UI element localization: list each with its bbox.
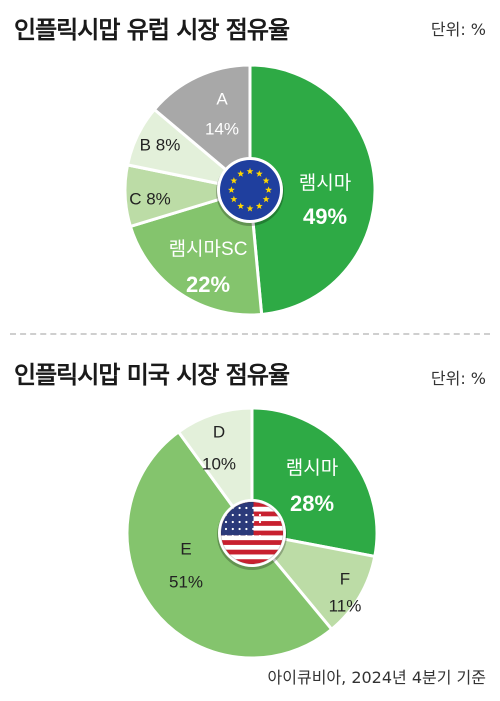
us-slice-1: [248, 530, 377, 632]
europe-chart-title: 인플릭시맙 유럽 시장 점유율: [14, 16, 290, 44]
eu-label-0: 램시마: [299, 172, 351, 194]
eu-label-2: C 8%: [129, 189, 171, 208]
eu-value-1: 22%: [186, 272, 230, 297]
europe-unit-label: 단위: %: [430, 20, 486, 39]
eu-label-3: B 8%: [140, 135, 181, 154]
europe-pie-chart: 램시마 49% 램시마SC 22% C 8% B 8% A 14%: [123, 63, 377, 317]
eu-slice-1: [128, 188, 264, 317]
us-slice-3: [176, 406, 254, 538]
eu-label-4: A: [216, 89, 228, 108]
eu-slice-0: [248, 63, 377, 317]
us-value-3: 10%: [202, 454, 236, 473]
eu-flag-icon: [216, 157, 284, 226]
us-slice-0: [250, 406, 379, 559]
eu-value-0: 49%: [303, 204, 347, 229]
us-label-0: 램시마: [286, 457, 338, 479]
us-value-2: 51%: [169, 572, 203, 591]
eu-slice-4: [152, 63, 252, 194]
eu-label-1: 램시마SC: [169, 238, 248, 260]
usa-chart-title: 인플릭시맙 미국 시장 점유율: [14, 361, 290, 389]
us-value-1: 11%: [329, 596, 362, 615]
eu-value-4: 14%: [205, 119, 239, 138]
usa-pie-chart: 램시마 28% F 11% E 51% D 10%: [125, 406, 379, 660]
us-flag-icon: [217, 499, 287, 570]
us-label-2: E: [180, 539, 191, 558]
section-divider: [10, 333, 490, 335]
us-label-1: F: [340, 569, 350, 588]
us-label-3: D: [213, 422, 225, 441]
source-note: 아이큐비아, 2024년 4분기 기준: [267, 668, 486, 687]
us-value-0: 28%: [290, 491, 334, 516]
usa-unit-label: 단위: %: [430, 369, 486, 388]
